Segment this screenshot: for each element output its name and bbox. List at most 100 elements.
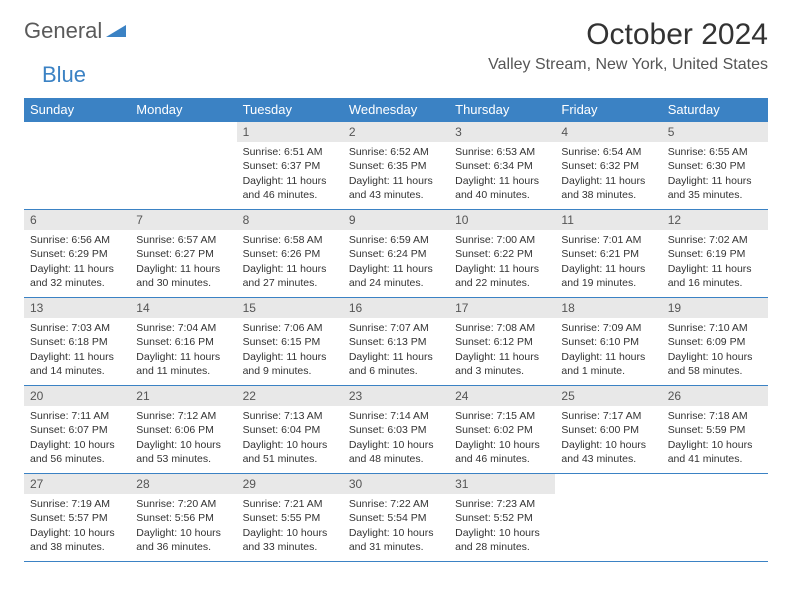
day-number: 15 — [237, 298, 343, 318]
calendar-day-cell: 3Sunrise: 6:53 AMSunset: 6:34 PMDaylight… — [449, 122, 555, 210]
daylight-text: and 9 minutes. — [243, 364, 337, 378]
daylight-text: Daylight: 11 hours — [30, 262, 124, 276]
location: Valley Stream, New York, United States — [488, 56, 768, 74]
calendar-day-cell — [555, 474, 661, 562]
calendar-day-cell: 7 Sunrise: 6:57 AMSunset: 6:27 PMDaylight… — [130, 210, 236, 298]
sunset-text: Sunset: 6:07 PM — [30, 423, 124, 437]
day-number: 17 — [449, 298, 555, 318]
calendar-table: Sunday Monday Tuesday Wednesday Thursday… — [24, 98, 768, 562]
day-body: Sunrise: 7:17 AMSunset: 6:00 PMDaylight:… — [555, 406, 661, 472]
day-number: 25 — [555, 386, 661, 406]
sunset-text: Sunset: 6:37 PM — [243, 159, 337, 173]
logo-text-blue: Blue — [42, 62, 86, 87]
calendar-day-cell: 15Sunrise: 7:06 AMSunset: 6:15 PMDayligh… — [237, 298, 343, 386]
weekday-header: Saturday — [662, 98, 768, 122]
day-number: 20 — [24, 386, 130, 406]
day-number: 22 — [237, 386, 343, 406]
day-body: Sunrise: 7:03 AMSunset: 6:18 PMDaylight:… — [24, 318, 130, 384]
sunrise-text: Sunrise: 7:18 AM — [668, 409, 762, 423]
sunrise-text: Sunrise: 7:14 AM — [349, 409, 443, 423]
sunrise-text: Sunrise: 6:55 AM — [668, 145, 762, 159]
sunset-text: Sunset: 6:13 PM — [349, 335, 443, 349]
sunset-text: Sunset: 6:22 PM — [455, 247, 549, 261]
day-number: 7 — [130, 210, 236, 230]
sunrise-text: Sunrise: 7:06 AM — [243, 321, 337, 335]
sunrise-text: Sunrise: 6:54 AM — [561, 145, 655, 159]
sunset-text: Sunset: 6:24 PM — [349, 247, 443, 261]
sunset-text: Sunset: 6:02 PM — [455, 423, 549, 437]
empty-day — [130, 122, 236, 142]
day-number: 14 — [130, 298, 236, 318]
sunrise-text: Sunrise: 6:56 AM — [30, 233, 124, 247]
day-number: 19 — [662, 298, 768, 318]
sunrise-text: Sunrise: 6:57 AM — [136, 233, 230, 247]
daylight-text: Daylight: 11 hours — [243, 262, 337, 276]
day-number: 4 — [555, 122, 661, 142]
daylight-text: and 46 minutes. — [455, 452, 549, 466]
day-body: Sunrise: 7:01 AMSunset: 6:21 PMDaylight:… — [555, 230, 661, 296]
logo-triangle-icon — [106, 21, 126, 42]
day-body: Sunrise: 7:00 AMSunset: 6:22 PMDaylight:… — [449, 230, 555, 296]
daylight-text: Daylight: 11 hours — [455, 262, 549, 276]
sunset-text: Sunset: 6:06 PM — [136, 423, 230, 437]
day-number: 5 — [662, 122, 768, 142]
daylight-text: and 35 minutes. — [668, 188, 762, 202]
weekday-header: Friday — [555, 98, 661, 122]
day-body: Sunrise: 7:20 AMSunset: 5:56 PMDaylight:… — [130, 494, 236, 560]
daylight-text: Daylight: 11 hours — [136, 262, 230, 276]
sunrise-text: Sunrise: 7:15 AM — [455, 409, 549, 423]
daylight-text: Daylight: 11 hours — [455, 350, 549, 364]
calendar-day-cell: 22Sunrise: 7:13 AMSunset: 6:04 PMDayligh… — [237, 386, 343, 474]
day-number: 27 — [24, 474, 130, 494]
daylight-text: and 24 minutes. — [349, 276, 443, 290]
sunrise-text: Sunrise: 7:17 AM — [561, 409, 655, 423]
daylight-text: and 38 minutes. — [30, 540, 124, 554]
weekday-header: Sunday — [24, 98, 130, 122]
daylight-text: Daylight: 11 hours — [668, 174, 762, 188]
calendar-day-cell: 29Sunrise: 7:21 AMSunset: 5:55 PMDayligh… — [237, 474, 343, 562]
sunset-text: Sunset: 5:55 PM — [243, 511, 337, 525]
sunrise-text: Sunrise: 7:19 AM — [30, 497, 124, 511]
daylight-text: Daylight: 10 hours — [668, 350, 762, 364]
sunrise-text: Sunrise: 7:04 AM — [136, 321, 230, 335]
day-number: 1 — [237, 122, 343, 142]
daylight-text: Daylight: 10 hours — [668, 438, 762, 452]
calendar-day-cell: 6Sunrise: 6:56 AMSunset: 6:29 PMDaylight… — [24, 210, 130, 298]
daylight-text: Daylight: 10 hours — [455, 438, 549, 452]
day-body: Sunrise: 7:18 AMSunset: 5:59 PMDaylight:… — [662, 406, 768, 472]
day-number: 29 — [237, 474, 343, 494]
day-body: Sunrise: 7:09 AMSunset: 6:10 PMDaylight:… — [555, 318, 661, 384]
sunset-text: Sunset: 6:27 PM — [136, 247, 230, 261]
sunset-text: Sunset: 5:54 PM — [349, 511, 443, 525]
daylight-text: Daylight: 10 hours — [243, 526, 337, 540]
day-number: 26 — [662, 386, 768, 406]
daylight-text: and 30 minutes. — [136, 276, 230, 290]
daylight-text: and 6 minutes. — [349, 364, 443, 378]
daylight-text: Daylight: 10 hours — [136, 526, 230, 540]
sunset-text: Sunset: 5:56 PM — [136, 511, 230, 525]
empty-day — [662, 474, 768, 494]
day-number: 8 — [237, 210, 343, 230]
calendar-day-cell: 30Sunrise: 7:22 AMSunset: 5:54 PMDayligh… — [343, 474, 449, 562]
day-number: 9 — [343, 210, 449, 230]
day-body: Sunrise: 7:02 AMSunset: 6:19 PMDaylight:… — [662, 230, 768, 296]
calendar-day-cell: 19Sunrise: 7:10 AMSunset: 6:09 PMDayligh… — [662, 298, 768, 386]
sunrise-text: Sunrise: 7:13 AM — [243, 409, 337, 423]
daylight-text: and 58 minutes. — [668, 364, 762, 378]
day-number: 10 — [449, 210, 555, 230]
day-body: Sunrise: 6:52 AMSunset: 6:35 PMDaylight:… — [343, 142, 449, 208]
daylight-text: Daylight: 11 hours — [561, 262, 655, 276]
day-body: Sunrise: 6:58 AMSunset: 6:26 PMDaylight:… — [237, 230, 343, 296]
sunset-text: Sunset: 5:59 PM — [668, 423, 762, 437]
sunset-text: Sunset: 6:16 PM — [136, 335, 230, 349]
sunset-text: Sunset: 6:32 PM — [561, 159, 655, 173]
weekday-header-row: Sunday Monday Tuesday Wednesday Thursday… — [24, 98, 768, 122]
calendar-day-cell: 5Sunrise: 6:55 AMSunset: 6:30 PMDaylight… — [662, 122, 768, 210]
sunrise-text: Sunrise: 7:23 AM — [455, 497, 549, 511]
day-number: 23 — [343, 386, 449, 406]
title-block: October 2024 Valley Stream, New York, Un… — [488, 18, 768, 74]
sunrise-text: Sunrise: 6:53 AM — [455, 145, 549, 159]
daylight-text: and 56 minutes. — [30, 452, 124, 466]
calendar-week-row: 20Sunrise: 7:11 AMSunset: 6:07 PMDayligh… — [24, 386, 768, 474]
calendar-day-cell: 14Sunrise: 7:04 AMSunset: 6:16 PMDayligh… — [130, 298, 236, 386]
